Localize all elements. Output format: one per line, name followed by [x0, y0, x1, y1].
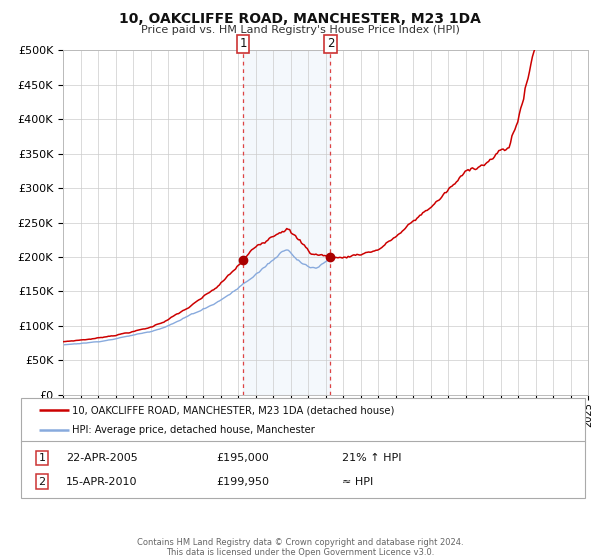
- Text: 1: 1: [38, 453, 46, 463]
- Text: 15-APR-2010: 15-APR-2010: [66, 477, 137, 487]
- Text: HPI: Average price, detached house, Manchester: HPI: Average price, detached house, Manc…: [72, 424, 315, 435]
- Text: 10, OAKCLIFFE ROAD, MANCHESTER, M23 1DA (detached house): 10, OAKCLIFFE ROAD, MANCHESTER, M23 1DA …: [72, 405, 394, 416]
- Text: 2: 2: [326, 38, 334, 50]
- Text: 1: 1: [239, 38, 247, 50]
- Text: Contains HM Land Registry data © Crown copyright and database right 2024.
This d: Contains HM Land Registry data © Crown c…: [137, 538, 463, 557]
- Text: 22-APR-2005: 22-APR-2005: [66, 453, 138, 463]
- Text: Price paid vs. HM Land Registry's House Price Index (HPI): Price paid vs. HM Land Registry's House …: [140, 25, 460, 35]
- Text: £199,950: £199,950: [216, 477, 269, 487]
- Text: 21% ↑ HPI: 21% ↑ HPI: [342, 453, 401, 463]
- Text: 2: 2: [38, 477, 46, 487]
- Text: ≈ HPI: ≈ HPI: [342, 477, 373, 487]
- Text: 10, OAKCLIFFE ROAD, MANCHESTER, M23 1DA: 10, OAKCLIFFE ROAD, MANCHESTER, M23 1DA: [119, 12, 481, 26]
- Bar: [243, 50, 331, 395]
- Text: £195,000: £195,000: [216, 453, 269, 463]
